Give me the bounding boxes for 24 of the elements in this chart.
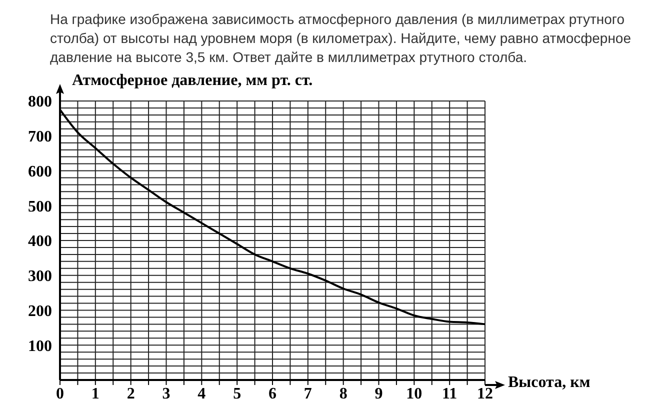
x-tick-label: 8 <box>339 385 348 402</box>
x-tick-label: 4 <box>198 385 206 402</box>
y-tick-label: 500 <box>28 198 52 216</box>
chart-title: На графике изображена зависимость атмосферного давления (в миллиметрах ртутного столба) от высоты над уровнем моря (в километрах). Найдите, чему равно атмосферное давление на высоте 3,5 км. Ответ дайте в миллиметрах ртутного столба. <box>50 10 632 67</box>
x-tick-label: 6 <box>268 385 276 402</box>
x-tick-label: 0 <box>56 385 64 402</box>
x-tick-label: 9 <box>374 385 383 402</box>
x-axis-title: Высота, км <box>508 374 590 392</box>
y-tick-label: 200 <box>28 302 52 320</box>
y-tick-label: 800 <box>28 94 52 111</box>
x-tick-label: 11 <box>442 385 458 402</box>
y-axis-title: Атмосферное давление, мм рт. ст. <box>72 72 313 90</box>
x-tick-label: 1 <box>91 385 100 402</box>
y-tick-label: 700 <box>28 128 52 146</box>
x-tick-label: 12 <box>477 385 493 402</box>
y-tick-label: 400 <box>28 233 52 250</box>
y-tick-label: 600 <box>28 163 52 180</box>
x-tick-label: 2 <box>126 385 135 402</box>
x-tick-label: 5 <box>233 385 242 402</box>
x-tick-label: 3 <box>162 385 170 402</box>
x-tick-label: 7 <box>304 385 312 402</box>
y-tick-label: 100 <box>28 338 52 355</box>
y-tick-label: 300 <box>28 268 52 286</box>
x-tick-label: 10 <box>406 385 422 402</box>
